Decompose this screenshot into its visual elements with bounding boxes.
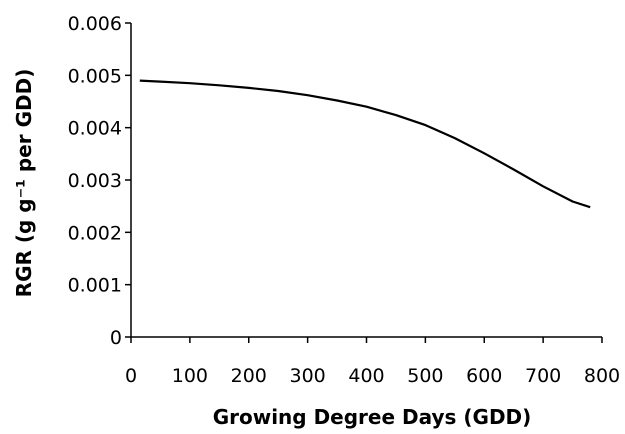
x-tick-label: 0	[125, 365, 137, 387]
x-axis-ticks: 0 100 200 300 400 500 600 700 800	[125, 337, 620, 387]
x-tick-label: 600	[466, 365, 502, 387]
x-tick-label: 300	[289, 365, 325, 387]
x-tick-label: 500	[407, 365, 443, 387]
x-axis-title: Growing Degree Days (GDD)	[213, 405, 532, 429]
x-tick-label: 100	[172, 365, 208, 387]
x-tick-label: 200	[231, 365, 267, 387]
x-tick-label: 400	[348, 365, 384, 387]
x-tick-label: 700	[525, 365, 561, 387]
series-group	[139, 79, 591, 209]
y-tick-label: 0.002	[68, 222, 122, 244]
y-tick-label: 0.006	[68, 13, 122, 35]
y-tick-label: 0.005	[68, 65, 122, 87]
y-tick-label: 0.003	[68, 170, 122, 192]
y-tick-label: 0.004	[68, 118, 122, 140]
y-tick-label: 0.001	[68, 275, 122, 297]
y-axis-ticks: 0 0.001 0.002 0.003 0.004 0.005 0.006	[68, 13, 131, 349]
y-tick-label: 0	[110, 327, 122, 349]
plot-area: 0 0.001 0.002 0.003 0.004 0.005 0.006 0 100 200 3…	[68, 13, 621, 387]
x-tick-label: 800	[584, 365, 620, 387]
series-line	[139, 79, 591, 209]
y-axis-title: RGR (g g⁻¹ per GDD)	[12, 69, 36, 298]
